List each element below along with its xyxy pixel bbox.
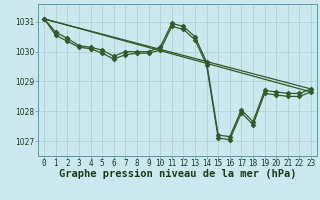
X-axis label: Graphe pression niveau de la mer (hPa): Graphe pression niveau de la mer (hPa)	[59, 169, 296, 179]
